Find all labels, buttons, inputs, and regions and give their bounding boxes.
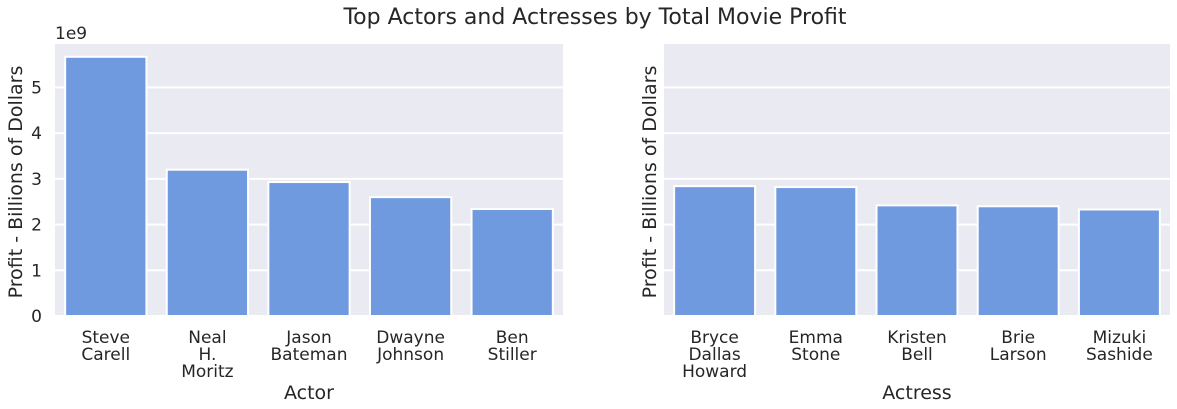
chart1-xtick-label-2: Jason Bateman [271, 328, 348, 365]
chart1-xtick-label-3: Dwayne Johnson [376, 328, 445, 365]
chart1-xtick-line: Johnson [376, 345, 444, 365]
chart1-xtick-line: Jason [285, 328, 331, 348]
chart2-bar-4 [1077, 208, 1161, 317]
chart1-ytick-label-5: 5 [31, 78, 42, 98]
chart2-xtick-line: Kristen [887, 328, 947, 348]
chart2-bar-3 [976, 205, 1060, 318]
chart2-y-axis-label: Profit - Billions of Dollars [639, 66, 661, 299]
chart2-xtick-line: Dallas [688, 345, 740, 365]
chart2-xtick-line: Larson [990, 345, 1047, 365]
chart1-x-axis-label: Actor [284, 382, 334, 404]
chart1-xtick-line: Dwayne [376, 328, 445, 348]
chart1-ytick-label-0: 0 [31, 307, 42, 327]
chart1-ytick-label-3: 3 [31, 170, 42, 190]
chart2-xtick-line: Bell [901, 345, 933, 365]
chart1-xtick-line: H. [198, 345, 216, 365]
chart1-xtick-line: Bateman [271, 345, 348, 365]
chart2-xtick-line: Emma [789, 328, 843, 348]
chart2-xtick-label-2: Kristen Bell [887, 328, 947, 365]
chart1-xtick-label-4: Ben Stiller [488, 328, 537, 365]
chart2-bar-0 [673, 185, 757, 317]
chart2-bar-1 [774, 186, 858, 317]
chart1-ytick-label-1: 1 [31, 261, 42, 281]
chart1-bar-0 [64, 55, 148, 318]
chart2-bar-2 [875, 204, 959, 317]
chart2-xtick-line: Howard [682, 362, 747, 382]
chart1-bar-3 [368, 196, 453, 317]
chart2-xtick-label-1: Emma Stone [789, 328, 843, 365]
chart2-xtick-label-3: Brie Larson [990, 328, 1047, 365]
chart1-bar-4 [470, 208, 554, 317]
chart1-xtick-label-0: Steve Carell [81, 328, 130, 365]
chart2-xtick-line: Brie [1001, 328, 1035, 348]
chart1-bar-1 [165, 168, 250, 317]
chart1-xtick-line: Steve [82, 328, 130, 348]
chart2-xtick-line: Sashide [1086, 345, 1153, 365]
chart2-xtick-line: Bryce [690, 328, 739, 348]
chart1-xtick-line: Moritz [181, 362, 233, 382]
chart2-xtick-line: Stone [791, 345, 840, 365]
chart1-ytick-label-2: 2 [31, 216, 42, 236]
chart1-y-axis-label: Profit - Billions of Dollars [5, 66, 27, 299]
chart2-xtick-label-0: Bryce Dallas Howard [682, 328, 747, 382]
chart1-xtick-line: Ben [496, 328, 529, 348]
chart2-xtick-label-4: Mizuki Sashide [1086, 328, 1153, 365]
chart1-ytick-label-4: 4 [31, 124, 42, 144]
chart1-offset-text: 1e9 [55, 24, 87, 44]
chart1-bar-2 [267, 181, 351, 317]
chart2-x-axis-label: Actress [882, 382, 951, 404]
chart1-xtick-line: Stiller [488, 345, 537, 365]
chart1-xtick-line: Carell [81, 345, 130, 365]
chart2-xtick-line: Mizuki [1093, 328, 1147, 348]
chart1-xtick-line: Neal [188, 328, 226, 348]
figure-title: Top Actors and Actresses by Total Movie … [342, 5, 846, 30]
chart1-xtick-label-1: Neal H. Moritz [181, 328, 233, 382]
